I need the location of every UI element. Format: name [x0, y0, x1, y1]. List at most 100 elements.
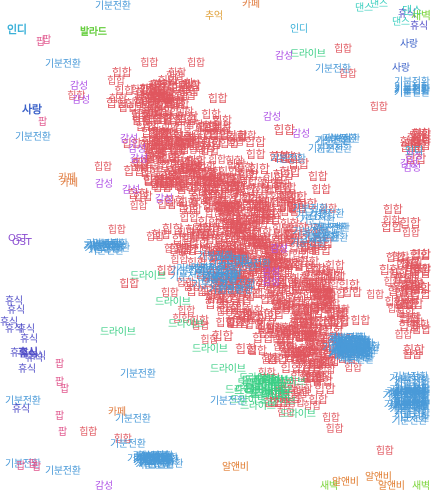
word-hiphop: 힙합 [401, 296, 419, 308]
word-refresh: 기분전환 [334, 342, 370, 354]
word-hiphop: 힙합 [140, 134, 163, 149]
word-hiphop: 힙합 [273, 283, 295, 298]
word-emotional: 감성 [262, 277, 280, 288]
word-refresh: 기분전환 [338, 340, 374, 352]
word-hiphop: 힙합 [209, 189, 227, 201]
word-dawn: 새벽 [412, 481, 430, 492]
word-hiphop: 힙합 [413, 264, 431, 275]
word-hiphop: 힙합 [67, 91, 86, 102]
word-hiphop: 힙합 [302, 372, 322, 386]
word-refresh: 기분전환 [394, 82, 430, 94]
word-hiphop: 힙합 [222, 197, 242, 211]
word-hiphop: 힙합 [237, 167, 259, 182]
word-hiphop: 힙합 [226, 157, 246, 171]
word-refresh: 기분전환 [334, 351, 370, 363]
word-hiphop: 힙합 [230, 255, 250, 269]
word-rest: 휴식 [5, 296, 23, 307]
word-hiphop: 힙합 [214, 294, 233, 306]
word-hiphop: 힙합 [319, 334, 337, 346]
word-refresh: 기분전환 [329, 347, 366, 359]
word-hiphop: 힙합 [311, 288, 330, 300]
word-hiphop: 힙합 [213, 120, 232, 132]
word-pop: 팝 [16, 461, 25, 472]
word-refresh: 기분전환 [220, 261, 256, 273]
word-hiphop: 힙합 [151, 112, 173, 127]
word-hiphop: 힙합 [144, 150, 167, 165]
word-drive: 드라이브 [230, 395, 266, 406]
word-hiphop: 힙합 [177, 200, 199, 215]
word-hiphop: 힙합 [246, 314, 265, 326]
word-hiphop: 힙합 [222, 254, 245, 269]
word-hiphop: 힙합 [294, 313, 316, 328]
word-hiphop: 힙합 [152, 133, 174, 148]
word-drive: 드라이브 [241, 379, 281, 393]
word-rest: 휴식 [20, 334, 38, 345]
word-hiphop: 힙합 [312, 287, 334, 302]
word-hiphop: 힙합 [285, 189, 308, 204]
word-hiphop: 힙합 [219, 252, 238, 264]
word-hiphop: 힙합 [232, 219, 252, 233]
word-hiphop: 힙합 [188, 145, 207, 157]
word-hiphop: 힙합 [219, 200, 240, 214]
word-hiphop: 힙합 [409, 280, 431, 295]
word-hiphop: 힙합 [310, 302, 331, 316]
word-hiphop: 힙합 [230, 293, 253, 308]
word-hiphop: 힙합 [321, 412, 340, 424]
word-hiphop: 힙합 [231, 262, 252, 276]
word-hiphop: 힙합 [289, 319, 310, 333]
word-hiphop: 힙합 [202, 120, 221, 132]
word-hiphop: 힙합 [253, 208, 276, 223]
word-refresh: 기분전환 [330, 345, 366, 356]
word-refresh: 기분전환 [394, 400, 430, 412]
word-hiphop: 힙합 [230, 175, 249, 187]
word-hiphop: 힙합 [243, 261, 262, 273]
word-hiphop: 힙합 [177, 84, 200, 99]
word-hiphop: 힙합 [385, 251, 406, 265]
word-hiphop: 힙합 [282, 350, 305, 365]
word-hiphop: 힙합 [152, 80, 171, 92]
word-hiphop: 힙합 [235, 280, 254, 292]
word-hiphop: 힙합 [232, 308, 251, 320]
word-hiphop: 힙합 [273, 259, 291, 271]
word-refresh: 기분전환 [86, 240, 123, 252]
word-hiphop: 힙합 [121, 136, 142, 150]
word-hiphop: 힙합 [294, 294, 314, 308]
word-hiphop: 힙합 [312, 348, 332, 362]
word-hiphop: 힙합 [195, 173, 214, 185]
word-hiphop: 힙합 [156, 263, 177, 277]
word-hiphop: 힙합 [221, 212, 242, 226]
word-hiphop: 힙합 [215, 263, 235, 277]
word-hiphop: 힙합 [265, 251, 284, 263]
word-hiphop: 힙합 [156, 111, 179, 126]
word-hiphop: 힙합 [140, 102, 160, 115]
word-hiphop: 힙합 [219, 136, 239, 150]
word-hiphop: 힙합 [223, 299, 246, 314]
word-hiphop: 힙합 [337, 335, 360, 350]
word-emotional: 감성 [155, 194, 173, 205]
word-hiphop: 힙합 [291, 316, 314, 331]
word-hiphop: 힙합 [157, 172, 180, 187]
word-refresh: 기분전환 [321, 342, 358, 354]
word-hiphop: 힙합 [105, 96, 128, 111]
word-hiphop: 힙합 [324, 306, 347, 321]
word-hiphop: 힙합 [166, 164, 189, 179]
word-hiphop: 힙합 [178, 168, 197, 180]
word-hiphop: 힙합 [127, 187, 149, 202]
word-hiphop: 힙합 [264, 184, 283, 196]
word-hiphop: 힙합 [302, 304, 324, 319]
word-hiphop: 힙합 [296, 329, 318, 344]
word-indie: 인디 [290, 24, 308, 35]
word-hiphop: 힙합 [322, 298, 340, 310]
word-refresh: 기분전환 [338, 339, 375, 351]
word-hiphop: 힙합 [194, 139, 216, 154]
word-hiphop: 힙합 [321, 343, 343, 358]
word-hiphop: 힙합 [207, 127, 230, 142]
word-hiphop: 힙합 [192, 177, 211, 189]
word-hiphop: 힙합 [147, 98, 168, 112]
word-hiphop: 힙합 [151, 228, 171, 242]
word-hiphop: 힙합 [163, 93, 185, 108]
word-hiphop: 힙합 [272, 168, 295, 183]
word-hiphop: 힙합 [147, 147, 166, 159]
word-hiphop: 힙합 [228, 257, 247, 269]
word-hiphop: 힙합 [254, 185, 273, 197]
